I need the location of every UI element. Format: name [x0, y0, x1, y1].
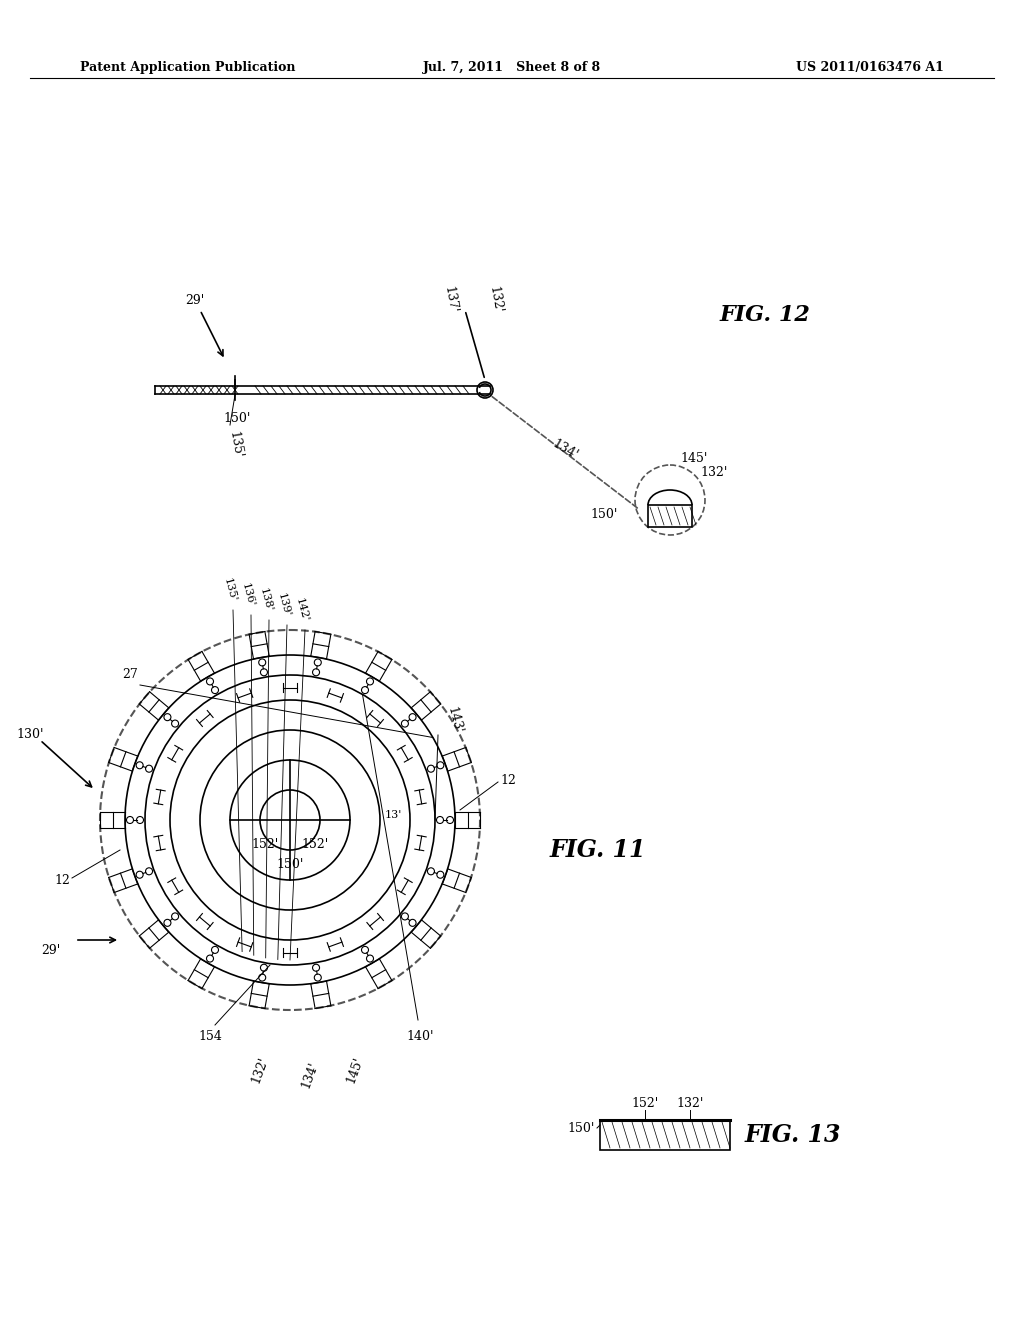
- Text: 154: 154: [198, 1030, 222, 1043]
- Text: 13': 13': [385, 810, 402, 820]
- Text: 139': 139': [276, 591, 292, 618]
- Text: 152': 152': [301, 838, 329, 851]
- Text: 150': 150': [223, 412, 251, 425]
- Text: 150': 150': [591, 508, 618, 521]
- Text: FIG. 13: FIG. 13: [745, 1123, 842, 1147]
- Text: 142': 142': [294, 597, 310, 623]
- Text: 140': 140': [407, 1030, 434, 1043]
- Bar: [600, 1119, 730, 1150]
- Text: 29': 29': [185, 293, 205, 306]
- Text: 132': 132': [249, 1055, 270, 1085]
- Text: FIG. 12: FIG. 12: [720, 304, 811, 326]
- Text: US 2011/0163476 A1: US 2011/0163476 A1: [796, 62, 944, 74]
- Text: 135': 135': [226, 430, 244, 459]
- Text: 132': 132': [676, 1097, 703, 1110]
- Text: 130': 130': [16, 729, 44, 742]
- Text: 152': 152': [632, 1097, 658, 1110]
- Text: 134': 134': [550, 437, 581, 462]
- Text: 132': 132': [700, 466, 727, 479]
- Text: Patent Application Publication: Patent Application Publication: [80, 62, 296, 74]
- Text: 12: 12: [54, 874, 70, 887]
- Text: 145': 145': [344, 1055, 366, 1085]
- Text: 150': 150': [567, 1122, 595, 1134]
- Text: 143': 143': [445, 705, 465, 735]
- Text: 152': 152': [251, 838, 279, 851]
- Text: 136': 136': [240, 582, 256, 609]
- Text: 12: 12: [500, 774, 516, 787]
- Text: 27: 27: [122, 668, 138, 681]
- Text: 137': 137': [441, 285, 459, 314]
- Text: 138': 138': [258, 587, 274, 612]
- Text: 134': 134': [299, 1060, 321, 1090]
- Text: 150': 150': [276, 858, 304, 871]
- Text: FIG. 11: FIG. 11: [550, 838, 646, 862]
- Text: 132': 132': [486, 285, 504, 314]
- Text: 29': 29': [41, 944, 60, 957]
- Text: 145': 145': [680, 451, 708, 465]
- Text: 135': 135': [222, 577, 238, 603]
- Text: Jul. 7, 2011   Sheet 8 of 8: Jul. 7, 2011 Sheet 8 of 8: [423, 62, 601, 74]
- Bar: [648, 506, 692, 527]
